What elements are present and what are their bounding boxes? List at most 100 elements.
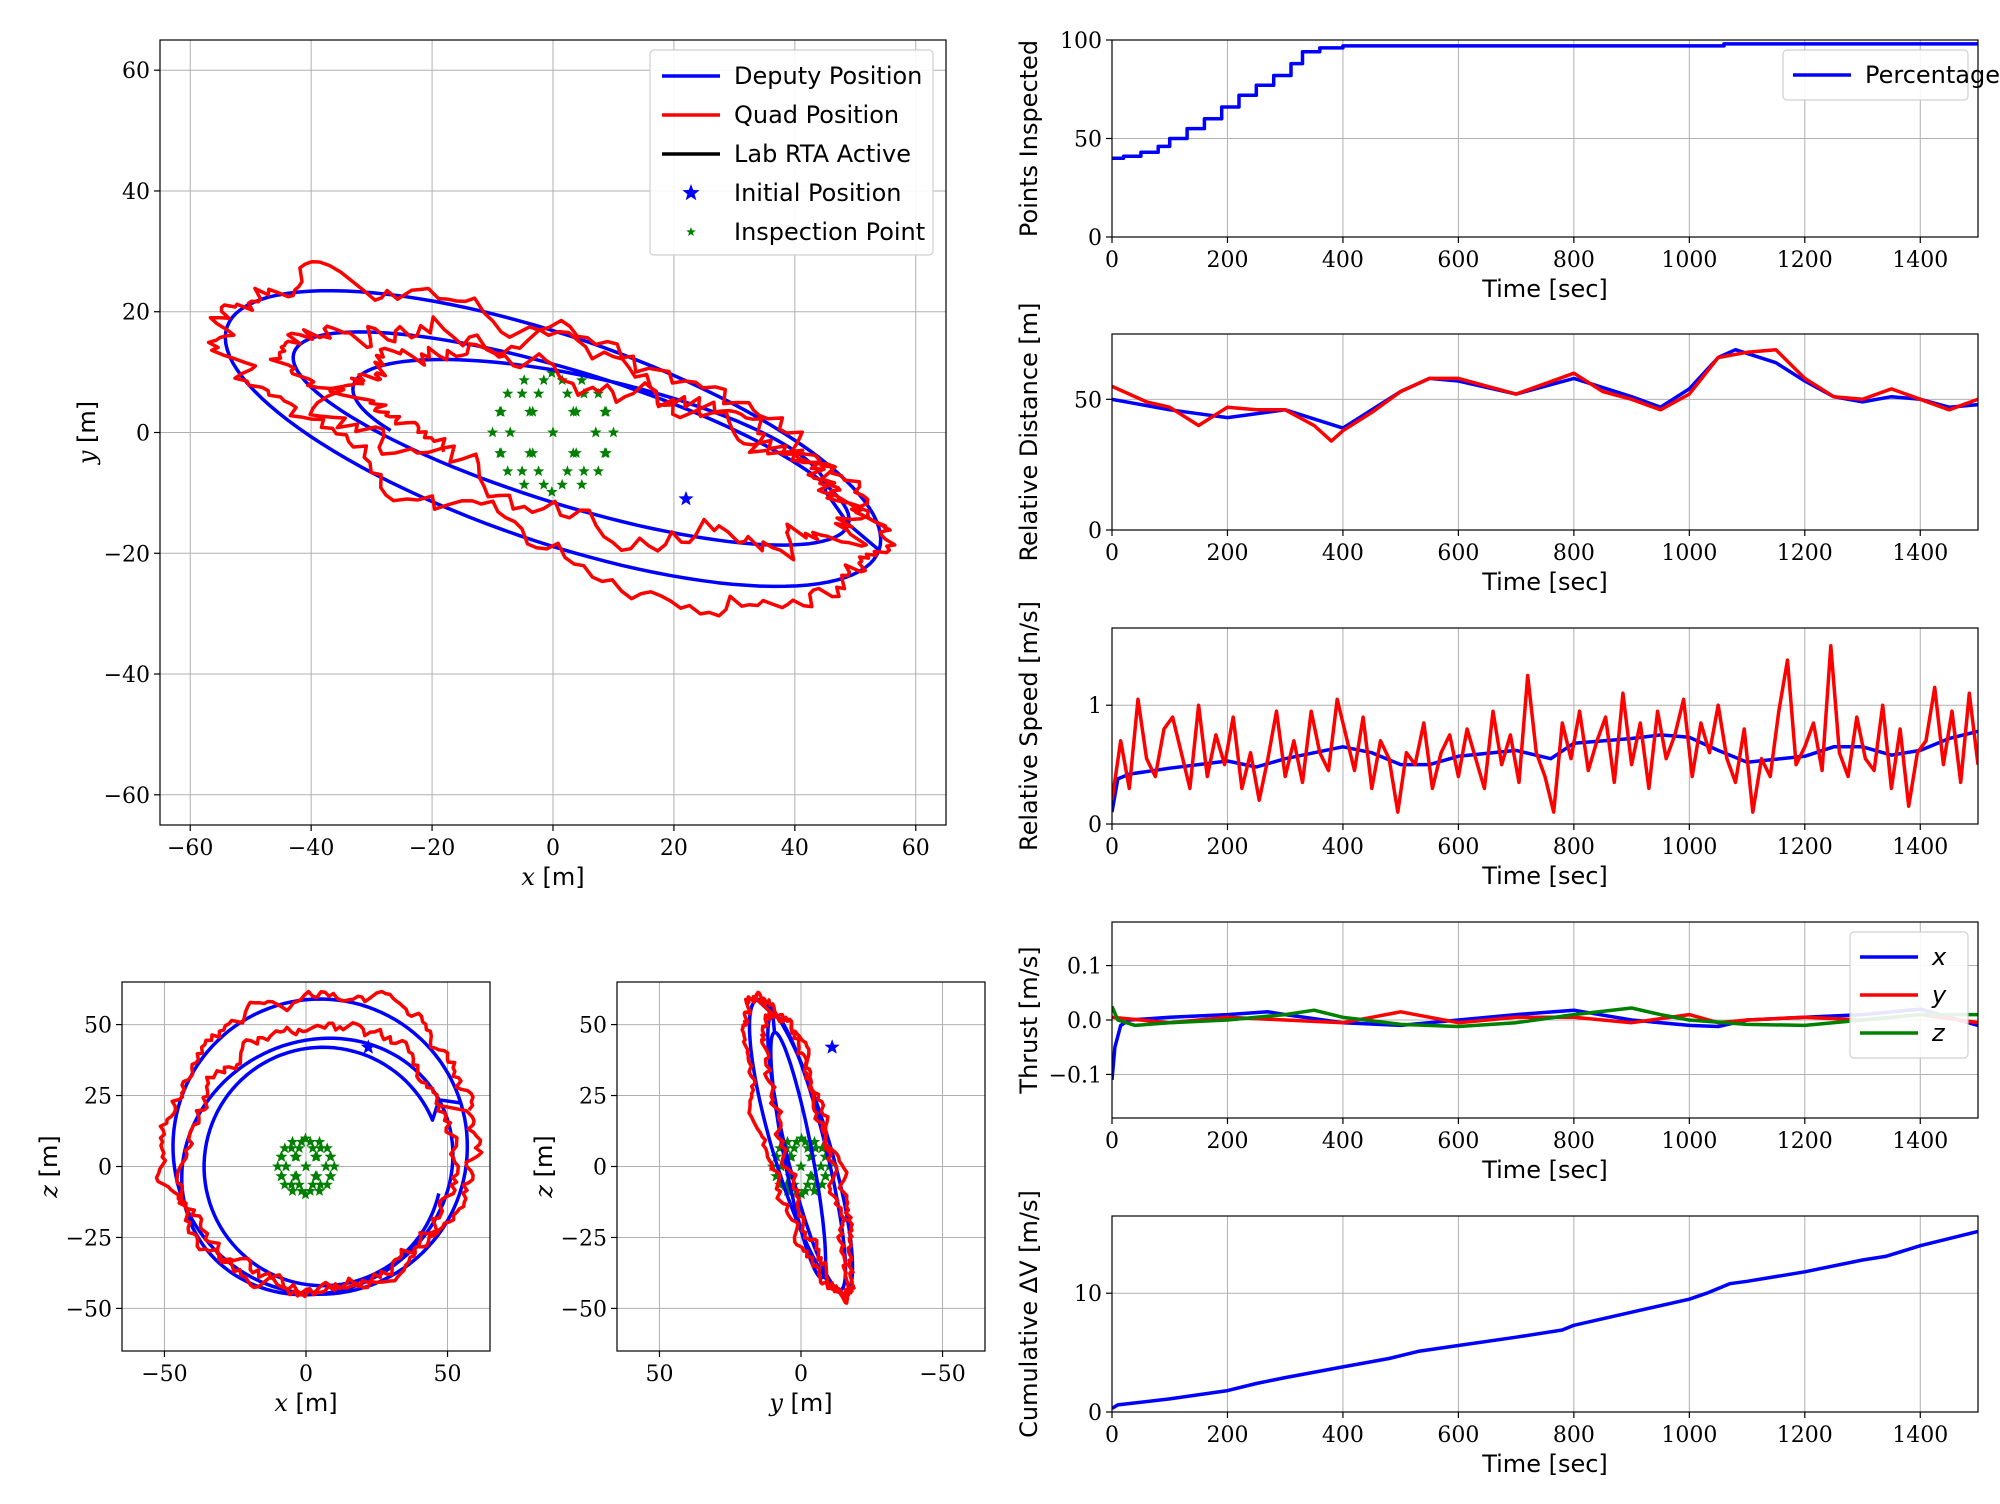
x-tick-label: 600 [1437, 541, 1479, 566]
inspection-point [285, 1142, 298, 1154]
x-tick-label: 0 [299, 1362, 313, 1387]
x-tick-label: 1200 [1777, 248, 1833, 273]
inspection-point [307, 1142, 319, 1154]
series-quad [1112, 644, 1978, 814]
x-tick-label: 40 [781, 836, 809, 861]
inspection-point [293, 1178, 305, 1190]
inspection-point [280, 1160, 292, 1172]
plot-content [740, 990, 856, 1305]
x-tick-label: 1200 [1777, 541, 1833, 566]
x-tick-label: 0 [1105, 835, 1119, 860]
inspection-point [780, 1178, 793, 1190]
x-tick-label: 400 [1322, 541, 1364, 566]
x-tick-label: 600 [1437, 835, 1479, 860]
y-tick-label: 50 [84, 1014, 112, 1039]
inspection-point [788, 1142, 800, 1154]
inspection-point [775, 1160, 787, 1172]
x-tick-label: 20 [660, 836, 688, 861]
y-tick-label: 50 [579, 1014, 607, 1039]
quad-trajectory [206, 260, 897, 618]
x-axis-label: Time [sec] [1481, 862, 1608, 890]
y-tick-label: 0 [1088, 226, 1102, 251]
x-tick-label: 600 [1437, 248, 1479, 273]
inspection-point [599, 447, 611, 458]
series--v [1112, 1229, 1978, 1410]
inspection-point [785, 1150, 798, 1162]
inspection-point [815, 1160, 827, 1172]
x-tick-label: 200 [1206, 541, 1248, 566]
inspection-point [532, 387, 545, 399]
inspection-point [578, 465, 590, 477]
y-axis-label: z [m] [530, 1135, 558, 1198]
plot-content [1112, 347, 1978, 443]
x-tick-label: 1000 [1661, 541, 1717, 566]
x-tick-label: 0 [794, 1362, 808, 1387]
inspection-point [538, 374, 550, 386]
inspection-point [808, 1185, 821, 1196]
x-axis-var: x [521, 863, 535, 891]
inspection-point [781, 1185, 794, 1196]
plot-content [1112, 42, 1978, 160]
inspection-point [816, 1142, 828, 1154]
x-axis-unit: [m] [288, 1389, 338, 1417]
initial-position-marker [678, 490, 694, 506]
x-tick-label: 1400 [1892, 1129, 1948, 1154]
legend-label: Initial Position [734, 179, 901, 207]
inspection-sphere [272, 1132, 340, 1200]
x-axis-var: x [274, 1389, 288, 1417]
inspection-point [314, 1142, 327, 1154]
inspection-point [561, 465, 574, 477]
inspection-point [567, 405, 579, 417]
plot-content [206, 260, 897, 618]
x-axis-label: Time [sec] [1481, 1156, 1608, 1184]
inspection-point [307, 1178, 319, 1190]
points-inspected: 0 200 400 600 800 1000 1200 1400 0 50 100 Time [sec… [1015, 29, 2000, 303]
inspection-point [795, 1132, 808, 1144]
x-tick-label: 800 [1553, 1129, 1595, 1154]
plot-content [154, 989, 484, 1299]
y-tick-label: −0.1 [1049, 1063, 1102, 1088]
y-axis-var: z [35, 1185, 63, 1199]
inspection-point [314, 1178, 327, 1190]
inspection-point [802, 1178, 814, 1190]
inspection-point [527, 447, 539, 458]
x-tick-label: 400 [1322, 1423, 1364, 1448]
inspection-point [809, 1178, 822, 1190]
y-tick-label: 0.0 [1067, 1009, 1102, 1034]
x-tick-label: −40 [288, 836, 334, 861]
series-deputy [1112, 347, 1978, 430]
inspection-point [321, 1142, 333, 1154]
series-y [1112, 1010, 1978, 1025]
relative-distance: 0 200 400 600 800 1000 1200 1400 0 50 Time [sec] Re… [1015, 302, 1979, 596]
inspection-point [293, 1142, 305, 1154]
x-tick-label: 400 [1322, 1129, 1364, 1154]
y-tick-label: 25 [84, 1085, 112, 1110]
inspection-point [279, 1142, 291, 1154]
legend-label: Inspection Point [734, 218, 925, 246]
inspection-point [607, 426, 620, 438]
x-axis-label: Time [sec] [1481, 275, 1608, 303]
inspection-point [275, 1150, 287, 1162]
inspection-point [524, 405, 536, 417]
y-tick-label: −60 [104, 784, 150, 809]
legend-label: Lab RTA Active [734, 140, 911, 168]
y-tick-label: −50 [561, 1297, 607, 1322]
y-tick-label: −25 [66, 1226, 112, 1251]
legend-label: Percentage [1865, 61, 2000, 89]
x-tick-label: 60 [902, 836, 930, 861]
inspection-point [799, 1185, 811, 1196]
inspection-point [781, 1135, 794, 1147]
inspection-point [285, 1178, 298, 1190]
inspection-point [774, 1178, 786, 1190]
y-tick-label: 0 [593, 1156, 607, 1181]
inspection-point [324, 1170, 336, 1182]
x-tick-label: 0 [1105, 1423, 1119, 1448]
x-tick-label: 800 [1553, 835, 1595, 860]
axes-frame [1111, 921, 1979, 1119]
inspection-point [276, 1170, 288, 1182]
inspection-point [592, 465, 604, 477]
x-axis-unit: [m] [535, 863, 585, 891]
